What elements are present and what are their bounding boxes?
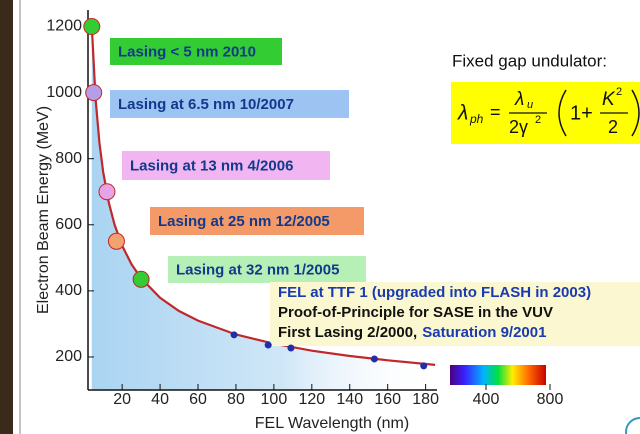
y-tick-label: 400 bbox=[55, 282, 82, 299]
annotation-text: Lasing at 25 nm 12/2005 bbox=[158, 213, 330, 230]
x-tick-label: 20 bbox=[113, 391, 131, 408]
formula-part: 2 bbox=[608, 117, 618, 137]
note-part: Saturation 9/2001 bbox=[422, 324, 546, 341]
x2-tick-label: 800 bbox=[537, 391, 564, 408]
chart: Electron Beam Energy (MeV) FEL Wavelengt… bbox=[0, 0, 640, 434]
formula-part: u bbox=[527, 99, 533, 111]
annotation-text: Lasing < 5 nm 2010 bbox=[118, 43, 256, 60]
y-axis-label: Electron Beam Energy (MeV) bbox=[35, 106, 52, 314]
annotation-text: Lasing at 32 nm 1/2005 bbox=[176, 261, 339, 278]
x2-tick-label: 400 bbox=[473, 391, 500, 408]
y-tick-label: 200 bbox=[55, 348, 82, 365]
x-tick-label: 80 bbox=[227, 391, 245, 408]
formula-part: 2γ bbox=[509, 117, 528, 137]
annotation-text: Lasing at 6.5 nm 10/2007 bbox=[118, 96, 294, 113]
x-tick-label: 160 bbox=[374, 391, 401, 408]
y-tick-label: 800 bbox=[55, 150, 82, 167]
spectrum-bar bbox=[450, 365, 546, 385]
milestone-point bbox=[99, 184, 115, 200]
photo-strip bbox=[0, 0, 13, 434]
x-tick-label: 120 bbox=[298, 391, 325, 408]
early-point bbox=[265, 342, 272, 349]
early-point bbox=[231, 331, 238, 338]
x-tick-label: 40 bbox=[151, 391, 169, 408]
formula-part: K bbox=[602, 89, 616, 110]
formula-part: 2 bbox=[616, 86, 622, 98]
x-axis-label: FEL Wavelength (nm) bbox=[255, 415, 409, 432]
milestone-point bbox=[133, 271, 149, 287]
note-part: First Lasing 2/2000, bbox=[278, 324, 417, 341]
early-point bbox=[287, 345, 294, 352]
formula-part: = bbox=[490, 102, 501, 122]
x-tick-label: 180 bbox=[412, 391, 439, 408]
y-tick-label: 1200 bbox=[46, 18, 82, 35]
x-tick-label: 100 bbox=[261, 391, 288, 408]
logo-fragment bbox=[626, 418, 640, 434]
annotation-text: Lasing at 13 nm 4/2006 bbox=[130, 157, 293, 174]
note-line: FEL at TTF 1 (upgraded into FLASH in 200… bbox=[278, 284, 591, 301]
early-point bbox=[371, 355, 378, 362]
milestone-point bbox=[108, 233, 124, 249]
formula-part: ph bbox=[469, 112, 484, 126]
formula-part: λ bbox=[457, 102, 468, 125]
formula-part: λ bbox=[514, 89, 524, 110]
note-line: First Lasing 2/2000, Saturation 9/2001 bbox=[278, 324, 546, 341]
x-tick-label: 60 bbox=[189, 391, 207, 408]
early-point bbox=[420, 362, 427, 369]
x-tick-label: 140 bbox=[336, 391, 363, 408]
y-tick-label: 600 bbox=[55, 216, 82, 233]
y-tick-label: 1000 bbox=[46, 84, 82, 101]
undulator-label: Fixed gap undulator: bbox=[452, 51, 607, 70]
formula-part: 2 bbox=[535, 114, 541, 126]
milestone-point bbox=[84, 19, 100, 35]
note-line: Proof-of-Principle for SASE in the VUV bbox=[278, 304, 553, 321]
formula-part: 1+ bbox=[570, 102, 593, 124]
milestone-point bbox=[86, 85, 102, 101]
